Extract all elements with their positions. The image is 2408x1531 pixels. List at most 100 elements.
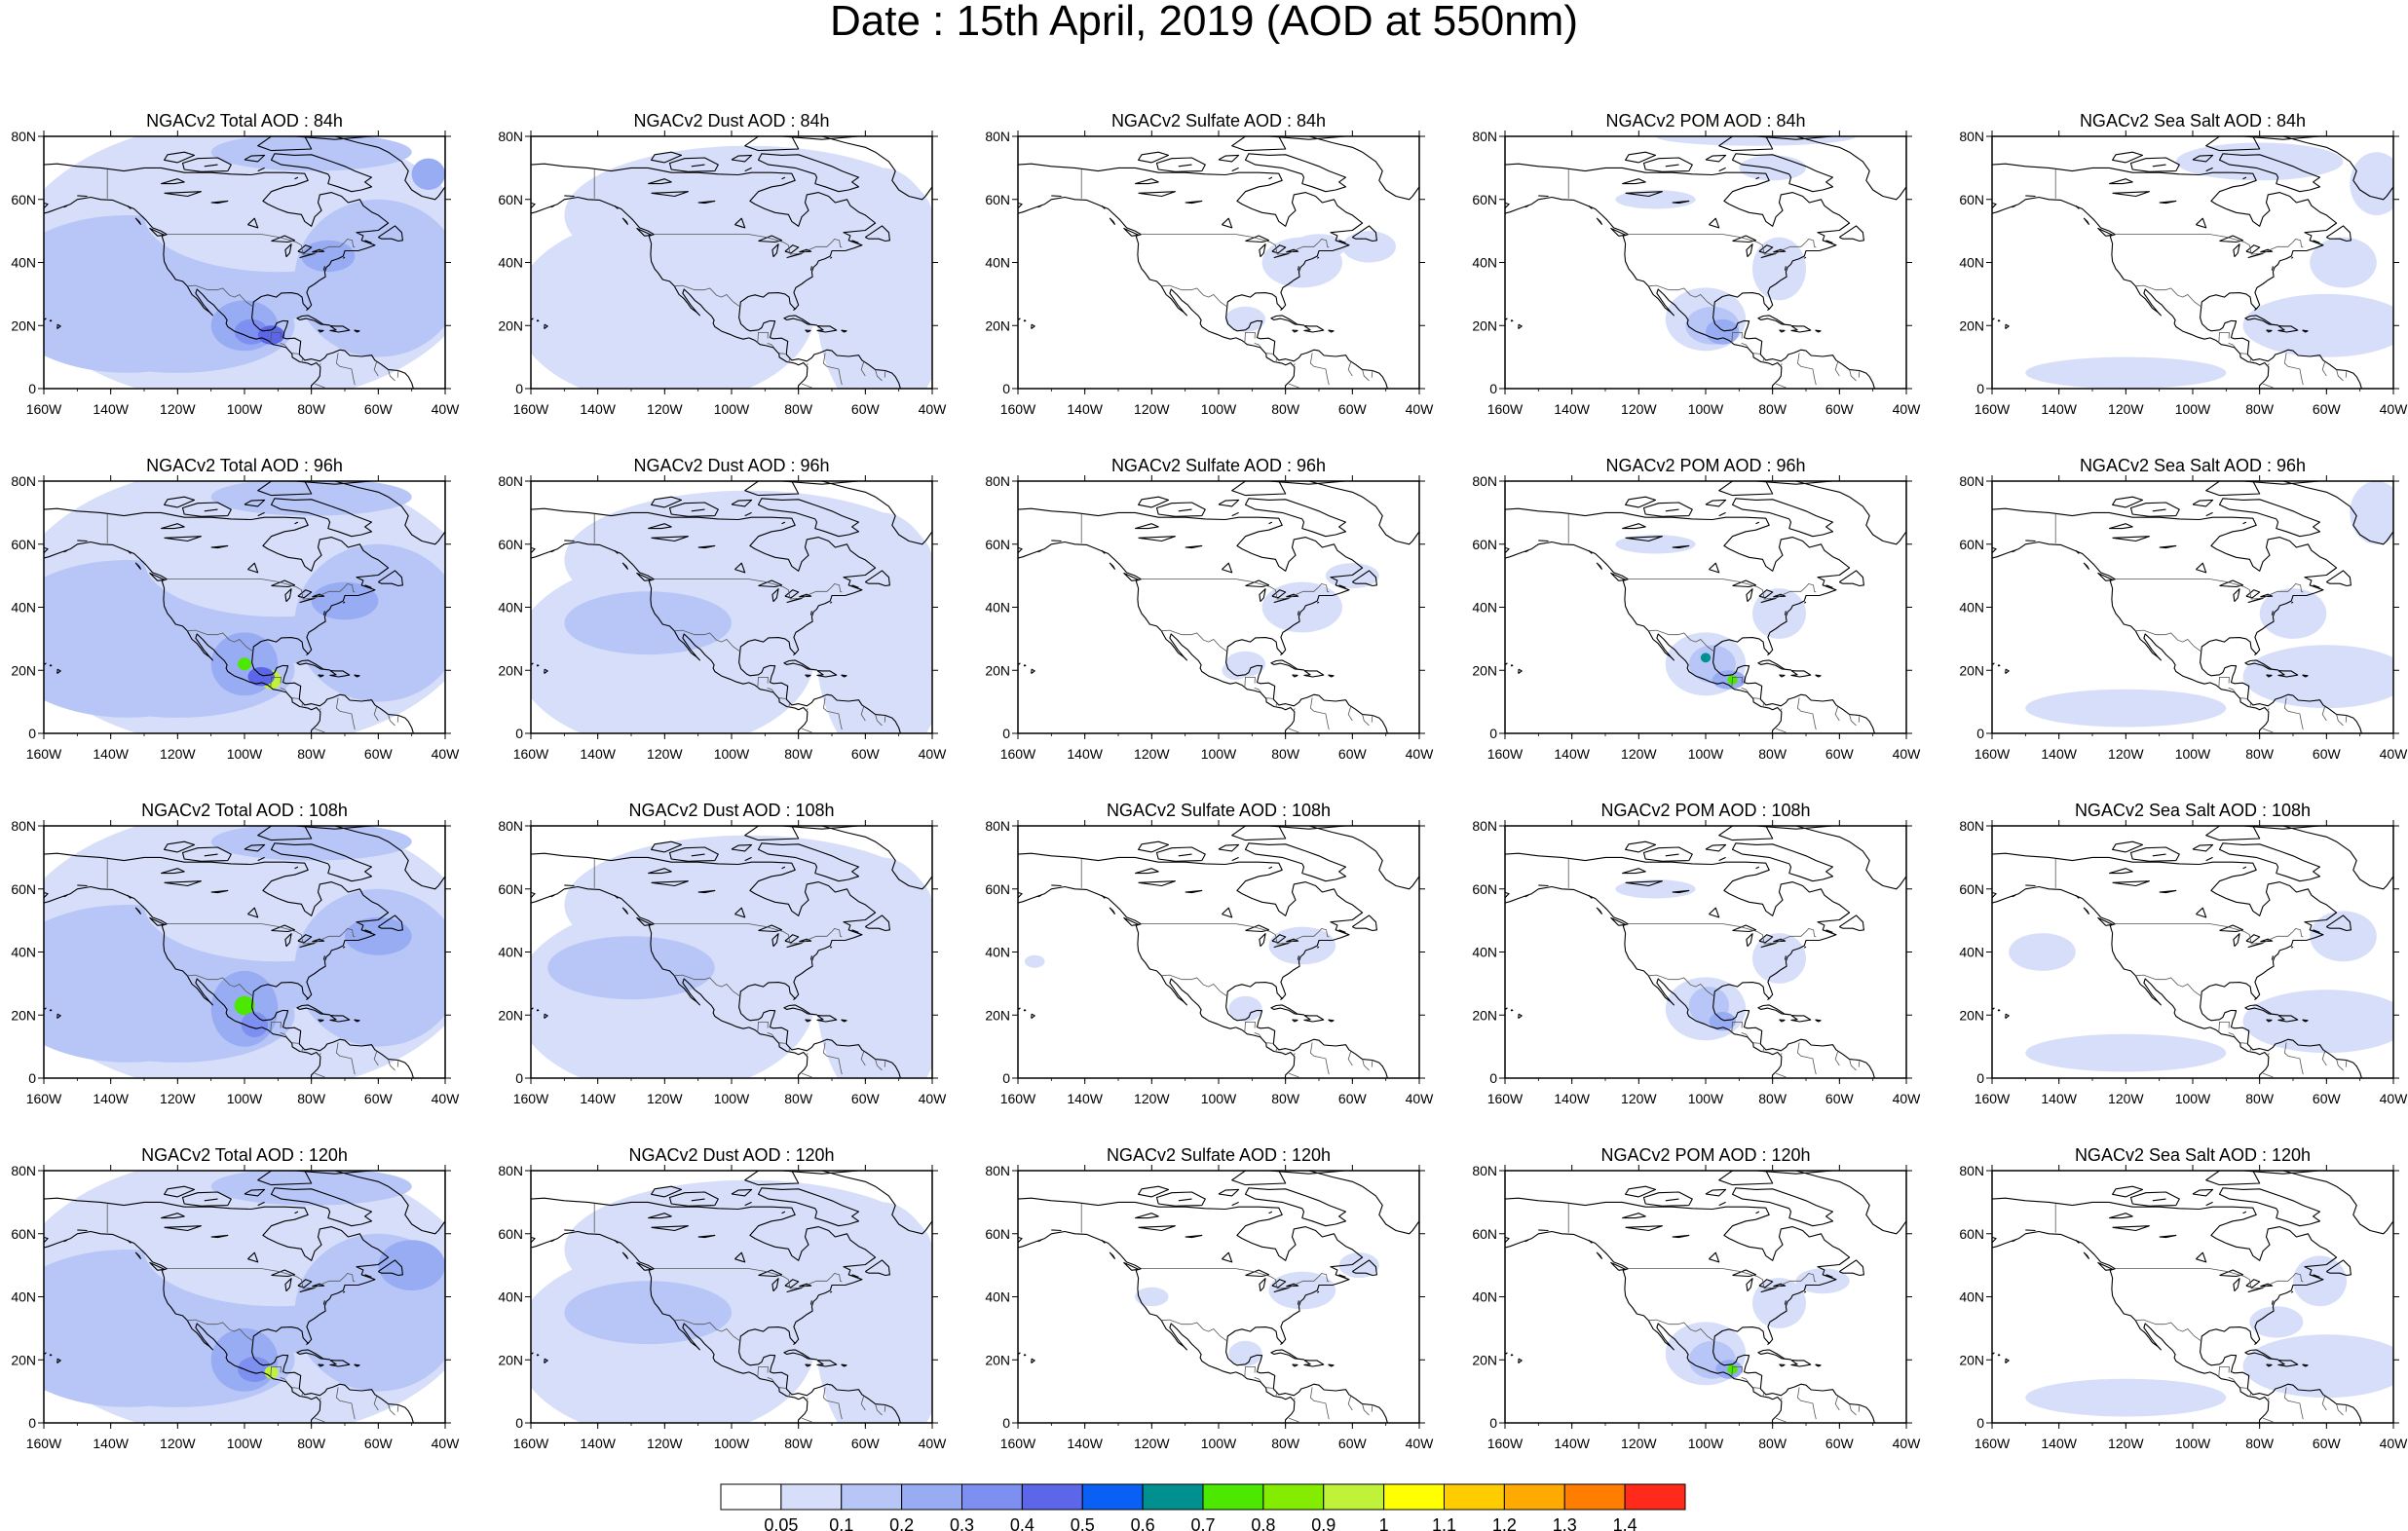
political-border xyxy=(2262,1417,2274,1423)
lat-tick-label: 40N xyxy=(498,255,523,271)
coast-detail xyxy=(2205,1201,2213,1207)
political-border xyxy=(757,1022,769,1033)
lake xyxy=(247,217,259,229)
island xyxy=(1755,1171,1834,1175)
lake xyxy=(2112,536,2150,542)
lon-tick-label: 120W xyxy=(647,1436,683,1451)
lat-tick-label: 80N xyxy=(498,818,523,834)
lake xyxy=(1259,1278,1266,1292)
island xyxy=(1109,907,1116,915)
lon-tick-label: 140W xyxy=(1554,746,1590,762)
island xyxy=(2112,1185,2144,1198)
colorbar-label: 1.1 xyxy=(1432,1515,1456,1531)
coast-detail xyxy=(1825,1274,1833,1278)
island xyxy=(2005,1013,2010,1019)
aod-contour xyxy=(294,543,445,702)
lat-tick-label: 80N xyxy=(498,1163,523,1178)
aod-contour xyxy=(814,168,932,389)
coastlines xyxy=(1992,826,2393,1078)
lat-tick-label: 20N xyxy=(498,1352,523,1367)
political-border xyxy=(1731,1022,1743,1033)
lat-tick-label: 0 xyxy=(28,381,36,396)
colorbar-box xyxy=(1142,1483,1204,1511)
coast-detail xyxy=(1524,894,1529,898)
coast-detail xyxy=(2254,308,2258,312)
island xyxy=(1138,151,1170,164)
island xyxy=(1596,907,1603,915)
island xyxy=(1138,496,1170,508)
political-border xyxy=(335,1387,356,1420)
coastline xyxy=(1018,163,1388,389)
lon-tick-label: 120W xyxy=(160,746,196,762)
aod-contour xyxy=(1739,155,1806,181)
colorbar-box xyxy=(1081,1483,1144,1511)
aod-contour xyxy=(345,916,412,955)
aod-contour xyxy=(2350,481,2393,544)
coast-detail xyxy=(2254,653,2258,656)
island xyxy=(744,481,800,497)
lon-tick-label: 160W xyxy=(1487,1436,1524,1451)
island xyxy=(270,498,373,538)
lon-tick-label: 140W xyxy=(93,1091,129,1106)
political-border xyxy=(319,708,321,712)
lon-tick-label: 80W xyxy=(297,1436,326,1451)
island xyxy=(1997,664,2001,667)
coast-detail xyxy=(342,1290,346,1293)
island xyxy=(1518,1013,1523,1019)
lon-tick-label: 80W xyxy=(2245,746,2275,762)
political-border xyxy=(301,702,304,708)
map-panels: NGACv2 Total AOD : 84h 160W 140W 120W 100W 80… xyxy=(11,111,2408,1451)
island xyxy=(329,325,351,333)
island xyxy=(636,1261,653,1271)
political-border xyxy=(1796,353,1817,386)
lon-tick-label: 160W xyxy=(1975,401,2011,417)
island xyxy=(1303,670,1325,678)
coast-detail xyxy=(1316,1290,1320,1293)
island xyxy=(2005,1358,2010,1363)
island xyxy=(1031,1358,1035,1363)
political-border xyxy=(292,697,299,699)
lat-tick-label: 60N xyxy=(498,1226,523,1242)
lake xyxy=(299,942,316,949)
lon-tick-label: 80W xyxy=(1271,401,1300,417)
aod-contour xyxy=(2009,933,2076,971)
lon-tick-label: 80W xyxy=(2245,1091,2275,1106)
coast-detail xyxy=(1178,1198,1192,1202)
coastline xyxy=(531,885,900,1078)
island xyxy=(1757,659,1792,671)
island xyxy=(2302,1019,2309,1023)
coast-detail xyxy=(2271,266,2274,271)
borders xyxy=(106,1203,399,1423)
aod-contour xyxy=(1752,588,1806,639)
lon-tick-label: 140W xyxy=(93,401,129,417)
island xyxy=(2218,498,2321,538)
island xyxy=(1755,481,1834,485)
island xyxy=(2129,846,2180,862)
lon-tick-label: 160W xyxy=(1000,1436,1036,1451)
political-border xyxy=(757,1366,769,1378)
political-border xyxy=(884,715,886,723)
political-border xyxy=(806,363,809,367)
aod-contour xyxy=(238,657,251,671)
lake xyxy=(2159,889,2177,894)
island xyxy=(668,1191,719,1207)
island xyxy=(621,907,629,915)
political-border xyxy=(187,974,254,997)
island xyxy=(2097,916,2114,926)
island xyxy=(1270,659,1305,671)
coastline xyxy=(1018,507,1388,733)
lat-tick-label: 40N xyxy=(985,945,1010,960)
political-border xyxy=(2228,343,2236,349)
coast-detail xyxy=(809,955,812,960)
map-panel: NGACv2 Dust AOD : 120h 160W 140W 120W 100W 80… xyxy=(498,1145,947,1451)
lake xyxy=(697,200,716,205)
political-border xyxy=(2321,361,2327,377)
political-border xyxy=(1362,1059,1370,1071)
island xyxy=(1231,1171,1287,1186)
coast-detail xyxy=(257,511,265,517)
lon-tick-label: 40W xyxy=(1893,1091,1922,1106)
island xyxy=(781,481,860,485)
coast-detail xyxy=(294,521,299,525)
lake xyxy=(1709,217,1720,229)
aod-contour xyxy=(1706,318,1740,345)
